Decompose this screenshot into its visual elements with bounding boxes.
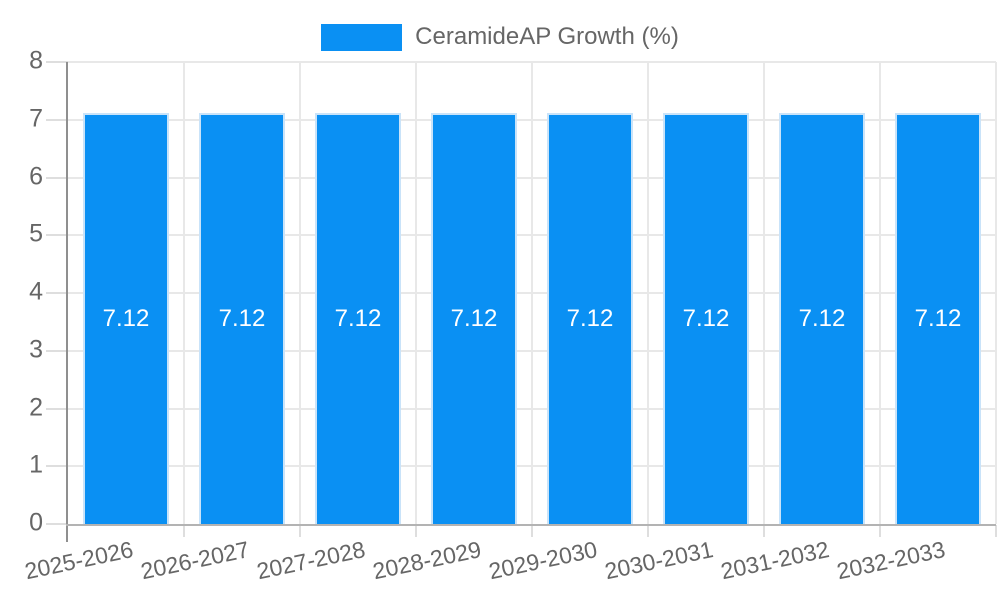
bar[interactable]: 7.12 xyxy=(779,112,865,524)
x-tick-mark xyxy=(299,525,301,537)
bar-value-label: 7.12 xyxy=(218,305,266,333)
bar[interactable]: 7.12 xyxy=(895,112,981,524)
x-tick-label: 2032-2033 xyxy=(834,536,948,585)
y-tick-mark xyxy=(46,118,68,121)
bar-value-label: 7.12 xyxy=(682,305,730,333)
bar-value-label: 7.12 xyxy=(566,305,614,333)
bar-value-label: 7.12 xyxy=(102,305,150,333)
bar[interactable]: 7.12 xyxy=(83,112,169,524)
x-tick-mark xyxy=(531,525,533,537)
x-tick-mark xyxy=(763,525,765,537)
bar[interactable]: 7.12 xyxy=(663,112,749,524)
x-gridline xyxy=(415,62,417,524)
x-tick-label: 2028-2029 xyxy=(370,536,484,585)
x-gridline xyxy=(647,62,649,524)
y-tick-label: 2 xyxy=(29,392,43,421)
x-gridline xyxy=(531,62,533,524)
y-axis-line xyxy=(66,62,68,542)
x-tick-label: 2026-2027 xyxy=(138,536,252,585)
x-gridline xyxy=(995,62,997,524)
legend-label: CeramideAP Growth (%) xyxy=(415,23,679,50)
x-tick-label: 2030-2031 xyxy=(602,536,716,585)
legend-item[interactable]: CeramideAP Growth (%) xyxy=(0,22,1000,52)
y-tick-mark xyxy=(46,523,68,525)
y-tick-label: 1 xyxy=(29,450,43,479)
bar[interactable]: 7.12 xyxy=(431,112,517,524)
y-tick-label: 0 xyxy=(29,508,43,537)
x-tick-label: 2029-2030 xyxy=(486,536,600,585)
bar-value-label: 7.12 xyxy=(450,305,498,333)
x-axis-line xyxy=(66,524,996,526)
legend-swatch xyxy=(321,23,403,51)
y-tick-mark xyxy=(46,176,68,179)
bar-value-label: 7.12 xyxy=(798,305,846,333)
y-tick-mark xyxy=(46,292,68,294)
y-tick-mark xyxy=(46,234,68,237)
bar-value-label: 7.12 xyxy=(334,305,382,333)
x-gridline xyxy=(183,62,185,524)
x-tick-mark xyxy=(183,525,185,537)
x-tick-label: 2025-2026 xyxy=(22,536,136,585)
x-tick-label: 2031-2032 xyxy=(718,536,832,585)
x-gridline xyxy=(299,62,301,524)
y-tick-mark xyxy=(46,349,68,352)
x-tick-mark xyxy=(995,525,997,537)
y-tick-label: 6 xyxy=(29,161,43,190)
y-tick-label: 5 xyxy=(29,219,43,248)
bar[interactable]: 7.12 xyxy=(199,112,285,524)
bar[interactable]: 7.12 xyxy=(315,112,401,524)
x-gridline xyxy=(879,62,881,524)
x-tick-mark xyxy=(415,525,417,537)
x-tick-mark xyxy=(647,525,649,537)
y-tick-mark xyxy=(46,61,68,63)
x-tick-label: 2027-2028 xyxy=(254,536,368,585)
y-tick-mark xyxy=(46,465,68,468)
y-tick-label: 4 xyxy=(29,277,43,306)
x-gridline xyxy=(763,62,765,524)
x-tick-mark xyxy=(879,525,881,537)
y-tick-label: 7 xyxy=(29,104,43,133)
bar[interactable]: 7.12 xyxy=(547,112,633,524)
bar-value-label: 7.12 xyxy=(914,305,962,333)
y-tick-mark xyxy=(46,407,68,410)
y-tick-label: 3 xyxy=(29,335,43,364)
y-tick-label: 8 xyxy=(29,46,43,75)
